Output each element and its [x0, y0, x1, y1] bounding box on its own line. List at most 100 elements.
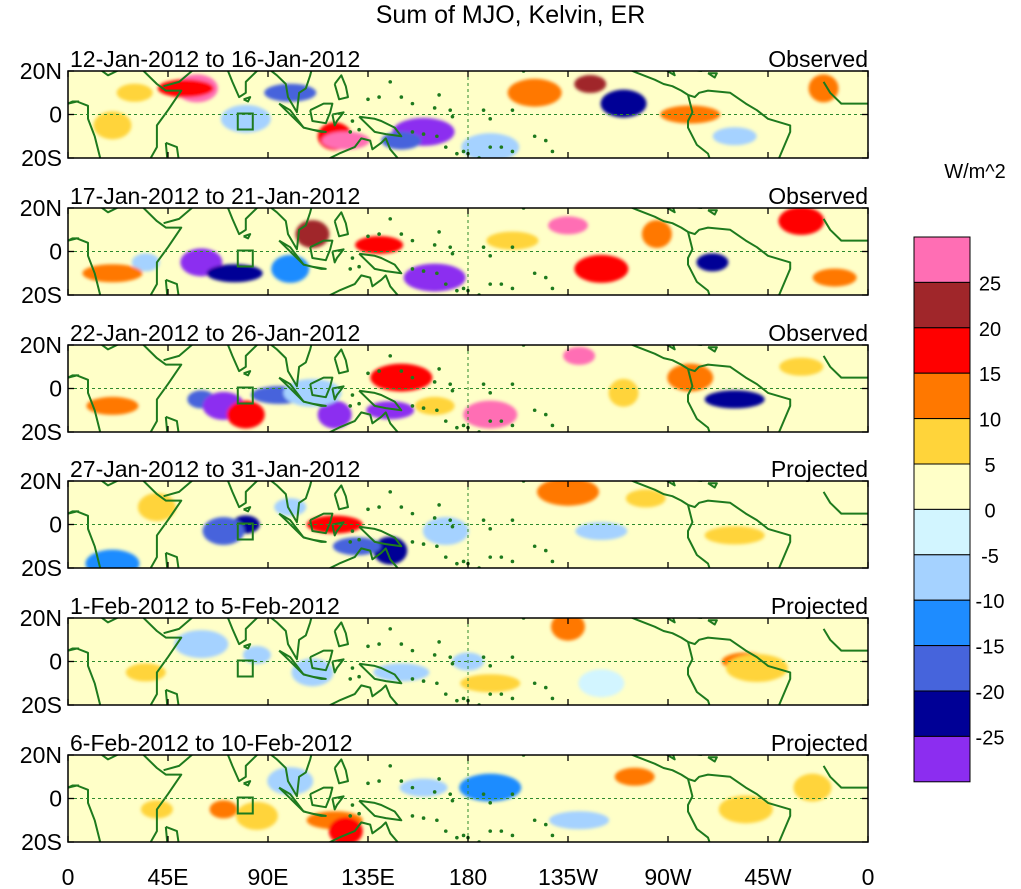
colorbar-unit: W/m^2	[944, 161, 1006, 183]
island	[532, 408, 537, 413]
island	[421, 132, 426, 136]
coastline	[333, 74, 349, 101]
island	[410, 238, 415, 243]
island	[435, 544, 439, 549]
island	[443, 282, 448, 286]
island	[377, 642, 381, 646]
coastline	[164, 825, 180, 842]
coastline	[164, 551, 180, 568]
anomaly-contour	[370, 363, 433, 392]
island	[448, 792, 453, 796]
island	[421, 269, 426, 273]
island	[481, 792, 486, 796]
island	[435, 681, 439, 686]
island	[366, 644, 370, 649]
island	[455, 425, 459, 430]
colorbar-swatch	[913, 554, 971, 601]
anomaly-contour	[778, 208, 825, 236]
colorbar: W/m^2 25 20 15 10 5 0 -5 -10 -15 -20 -25	[913, 161, 1006, 783]
anomaly-contour	[704, 526, 765, 545]
coastline	[333, 758, 349, 785]
coastlines	[68, 755, 868, 842]
colorbar-swatch	[913, 508, 971, 556]
island	[550, 149, 555, 154]
island	[435, 818, 439, 823]
coastline	[226, 481, 313, 524]
island	[421, 406, 426, 410]
island	[481, 518, 486, 522]
island	[437, 777, 441, 781]
anomaly-contour	[271, 254, 310, 283]
island	[388, 354, 393, 358]
island	[410, 511, 415, 516]
island	[350, 256, 355, 260]
island	[550, 833, 555, 838]
y-tick-label: 20N	[20, 195, 62, 221]
colorbar-level-label: -5	[981, 546, 999, 568]
island	[510, 559, 515, 564]
island	[510, 792, 515, 796]
coastline	[278, 786, 305, 813]
island	[366, 234, 370, 239]
x-tick-label: 45W	[744, 864, 792, 889]
island	[448, 382, 453, 386]
island	[510, 696, 515, 701]
island	[461, 833, 466, 838]
panel-status: Observed	[768, 320, 868, 346]
coastline	[707, 482, 718, 489]
island	[543, 548, 548, 553]
island	[450, 798, 455, 803]
island	[366, 781, 370, 786]
colorbar-level-label: -25	[976, 727, 1005, 749]
y-tick-label: 0	[49, 376, 62, 402]
island	[448, 108, 453, 112]
coastline	[687, 504, 711, 568]
island	[448, 518, 453, 522]
island	[448, 655, 453, 659]
y-tick-label: 20N	[20, 332, 62, 358]
island	[443, 692, 448, 696]
coastline	[327, 547, 399, 568]
anomaly-contour	[808, 74, 839, 103]
island	[377, 369, 381, 373]
anomaly-contour	[696, 253, 729, 272]
coastline	[358, 662, 403, 685]
coastlines	[68, 71, 868, 158]
anomaly-field	[86, 346, 824, 429]
anomaly-contour	[574, 75, 607, 94]
anomaly-contour	[614, 767, 655, 786]
x-tick-label: 90E	[248, 864, 289, 889]
island	[499, 282, 504, 286]
island	[410, 648, 415, 653]
coastline	[164, 415, 180, 432]
anomaly-contour	[82, 264, 143, 283]
island	[499, 829, 504, 833]
y-tick-label: 20S	[21, 829, 62, 855]
panel-date-range: 12-Jan-2012 to 16-Jan-2012	[70, 46, 360, 72]
coastline	[226, 755, 313, 798]
island	[435, 271, 439, 276]
anomaly-contour	[403, 263, 466, 292]
island	[510, 382, 515, 386]
anomaly-contour	[226, 400, 265, 429]
coastline	[665, 618, 676, 624]
y-tick-label: 20S	[21, 419, 62, 445]
coastline	[163, 755, 194, 772]
coastline	[331, 521, 345, 537]
coastline	[226, 618, 313, 661]
island	[488, 254, 493, 258]
island	[510, 833, 515, 838]
island	[399, 779, 404, 783]
island	[488, 555, 493, 559]
coastline	[303, 400, 327, 407]
island	[455, 151, 459, 156]
anomaly-contour	[414, 396, 455, 415]
anomaly-field	[82, 208, 857, 292]
island	[388, 764, 393, 768]
anomaly-contour	[463, 400, 518, 429]
coastline	[303, 673, 327, 680]
coastline	[243, 370, 252, 377]
island	[532, 544, 537, 549]
coastline	[631, 755, 792, 842]
